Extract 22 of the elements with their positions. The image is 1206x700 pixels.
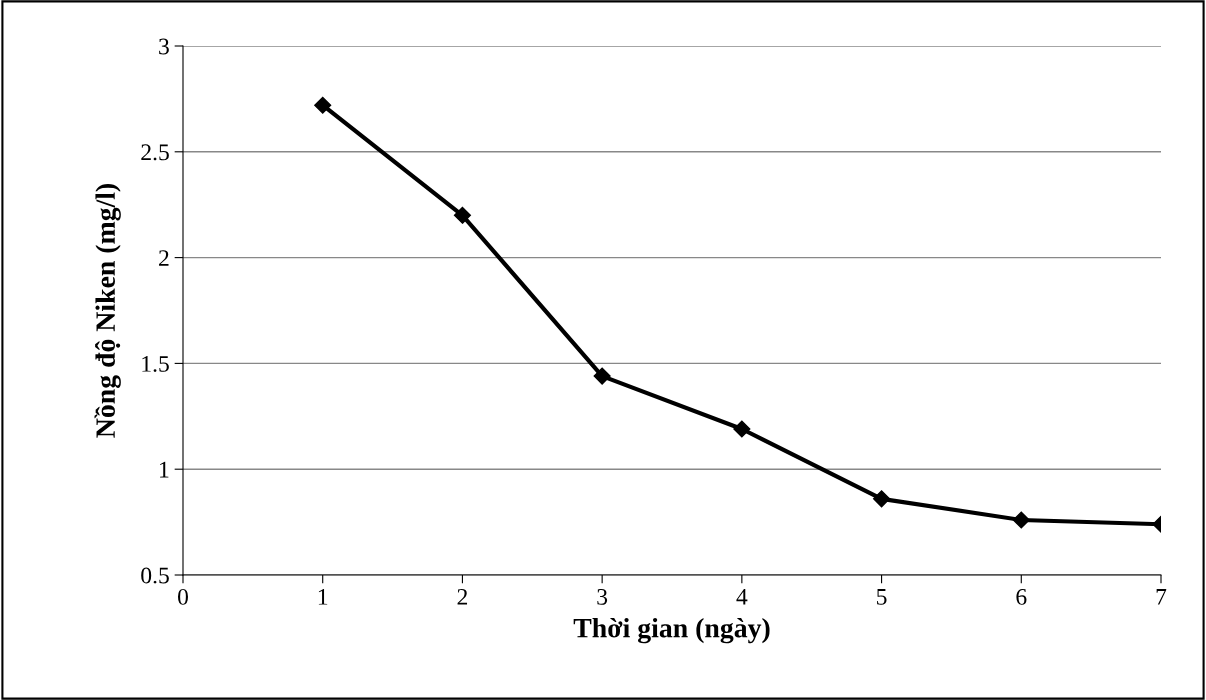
point [593,367,611,385]
x-tick-label: 0 [178,588,188,605]
x-tick-label: 1 [318,588,328,605]
y-tick-label: 2 [159,250,169,266]
x-tick-label: 6 [1016,588,1027,605]
point [1012,511,1030,529]
y-tick-label: 1.5 [142,356,169,372]
y-tick-label: 0.5 [141,567,169,584]
x-tick-label: 7 [1156,589,1167,605]
y-axis-title: Nồng độ Niken (mg/l) [94,184,121,438]
point [873,490,891,508]
x-tick-label: 4 [736,589,748,605]
point [733,420,751,438]
point [453,206,471,224]
x-tick-label: 5 [877,589,887,605]
x-axis-title: Thời gian (ngày) [573,617,770,644]
y-tick-label: 2.5 [141,144,169,161]
x-tick-label: 2 [457,588,468,605]
y-tick-label: 1 [160,461,169,478]
x-tick-label: 3 [597,588,608,605]
y-tick-label: 3 [159,38,169,55]
point [314,96,332,114]
